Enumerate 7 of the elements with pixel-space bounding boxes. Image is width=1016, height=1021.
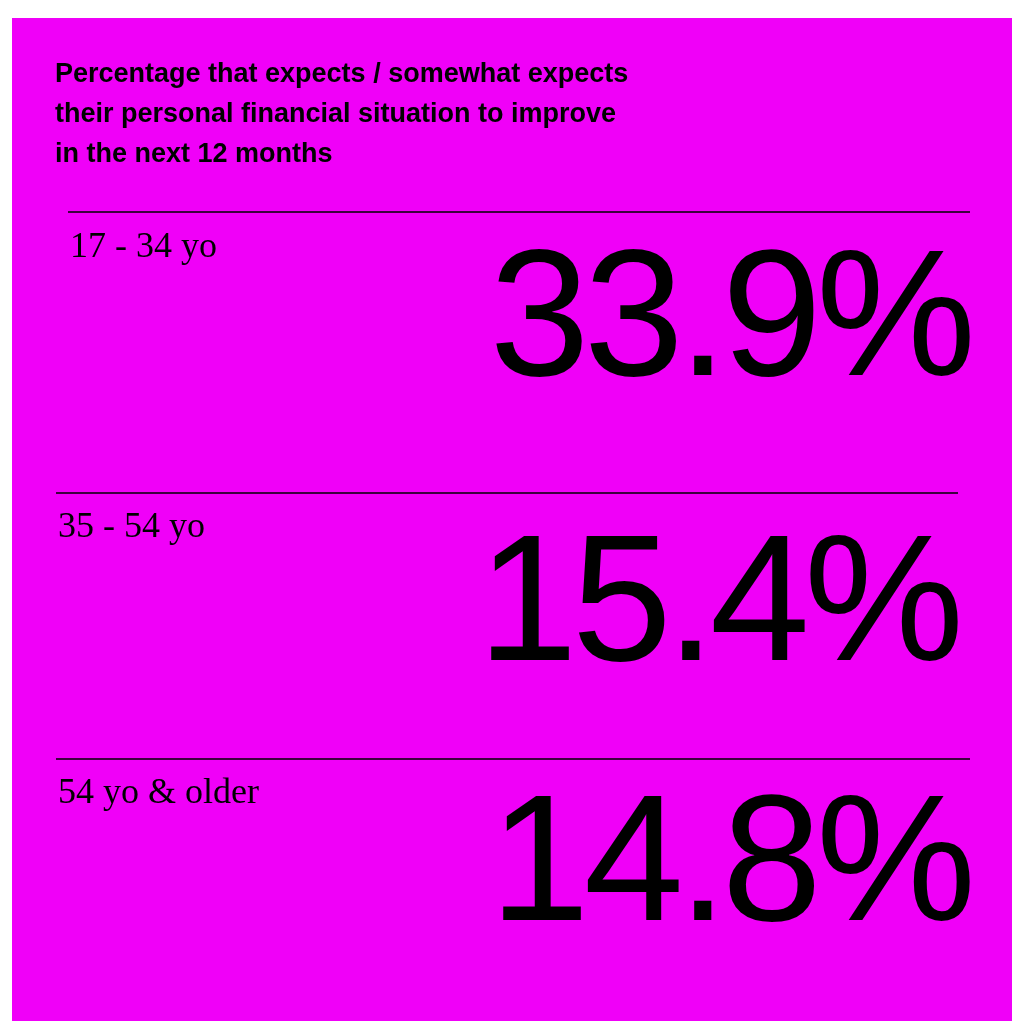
data-label: 14.8%: [489, 757, 970, 958]
data-label: 15.4%: [477, 497, 958, 698]
category-label: 54 yo & older: [58, 771, 259, 811]
category-label: 35 - 54 yo: [58, 505, 205, 545]
text: Percentage that expects / somewhat expects their personal financial situation to improve in the next 12 months: [55, 58, 629, 168]
data-label: 33.9%: [489, 212, 970, 413]
category-label: 17 - 34 yo: [70, 225, 217, 265]
